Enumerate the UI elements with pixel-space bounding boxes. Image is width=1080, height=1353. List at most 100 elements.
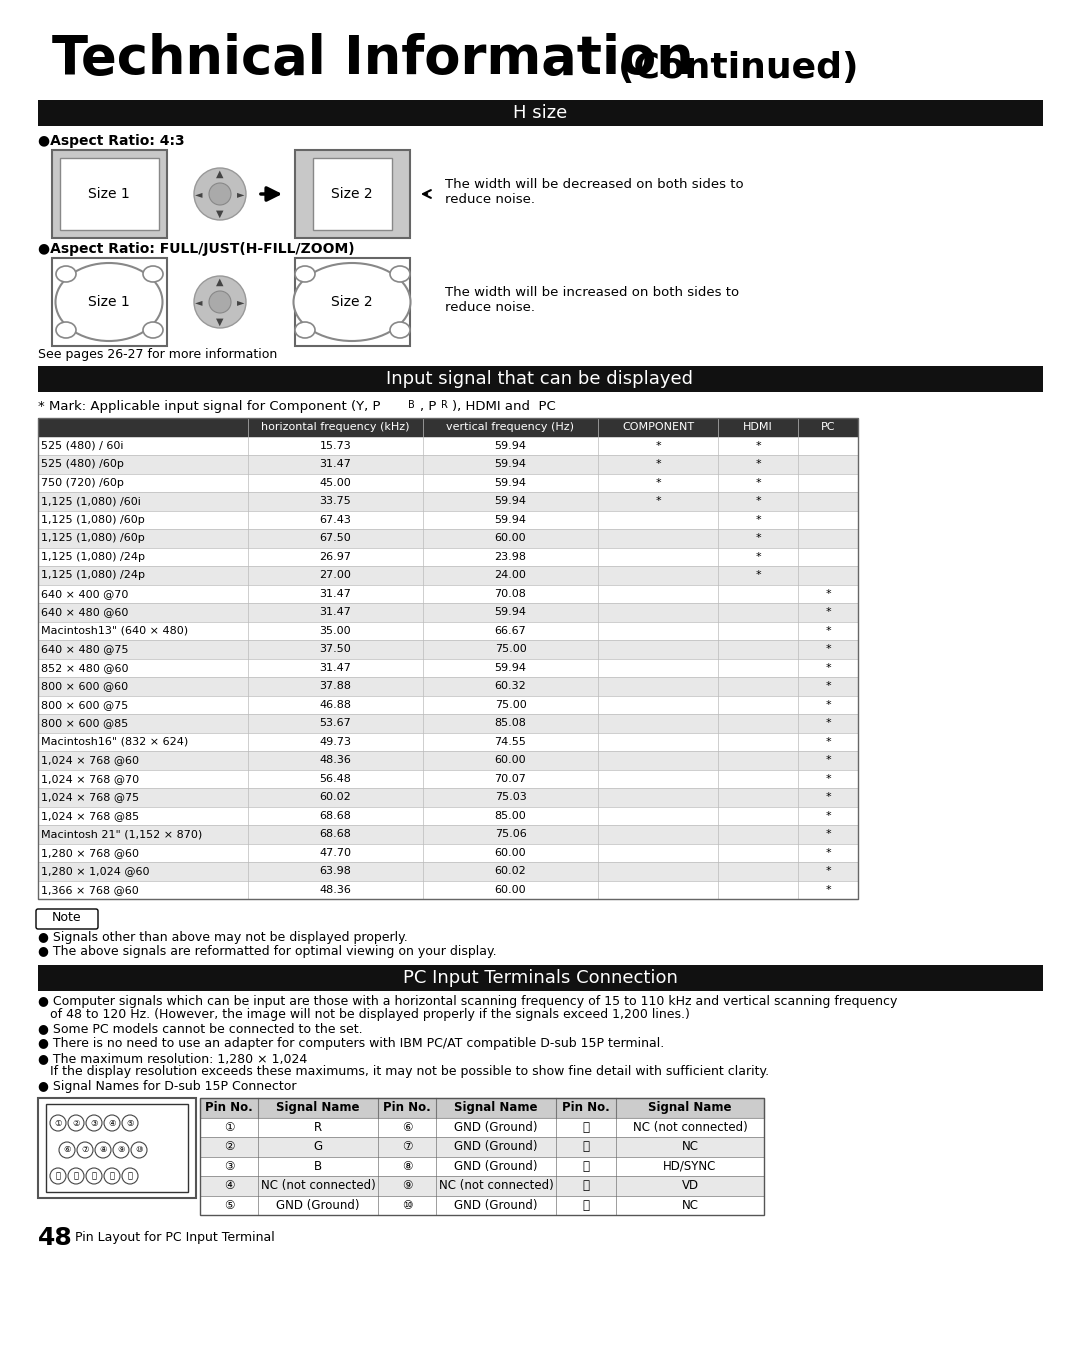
Circle shape: [95, 1142, 111, 1158]
Text: 1,125 (1,080) /60p: 1,125 (1,080) /60p: [41, 514, 145, 525]
Text: 525 (480) / 60i: 525 (480) / 60i: [41, 441, 123, 451]
Text: ⑤: ⑤: [126, 1119, 134, 1127]
Ellipse shape: [56, 322, 76, 338]
Text: 56.48: 56.48: [320, 774, 351, 783]
Text: G: G: [313, 1141, 323, 1153]
Text: 60.02: 60.02: [495, 866, 526, 877]
Circle shape: [86, 1168, 102, 1184]
Circle shape: [194, 168, 246, 221]
Circle shape: [104, 1168, 120, 1184]
Ellipse shape: [295, 267, 315, 281]
Text: ▼: ▼: [216, 208, 224, 219]
Text: 27.00: 27.00: [320, 570, 351, 580]
Text: See pages 26-27 for more information: See pages 26-27 for more information: [38, 348, 278, 361]
Bar: [200, 1099, 764, 1215]
Text: 74.55: 74.55: [495, 737, 526, 747]
Text: ⑫: ⑫: [73, 1172, 79, 1181]
Text: 60.32: 60.32: [495, 682, 526, 691]
Bar: [38, 584, 858, 603]
Text: 33.75: 33.75: [320, 497, 351, 506]
Circle shape: [50, 1115, 66, 1131]
Text: 640 × 400 @70: 640 × 400 @70: [41, 589, 129, 599]
Bar: [38, 881, 858, 898]
Text: 852 × 480 @60: 852 × 480 @60: [41, 663, 129, 672]
Ellipse shape: [56, 267, 76, 281]
Text: *: *: [656, 459, 661, 469]
Text: 59.94: 59.94: [495, 441, 527, 451]
Text: *: *: [825, 866, 831, 877]
Text: Macintosh 21" (1,152 × 870): Macintosh 21" (1,152 × 870): [41, 829, 202, 839]
Text: Pin Layout for PC Input Terminal: Pin Layout for PC Input Terminal: [75, 1231, 274, 1245]
Text: Technical Information: Technical Information: [52, 32, 693, 85]
Text: 49.73: 49.73: [320, 737, 351, 747]
Text: GND (Ground): GND (Ground): [455, 1120, 538, 1134]
Text: ⑩: ⑩: [135, 1146, 143, 1154]
Text: ● Some PC models cannot be connected to the set.: ● Some PC models cannot be connected to …: [38, 1022, 363, 1035]
Bar: [38, 787, 858, 806]
Text: ● Signal Names for D-sub 15P Connector: ● Signal Names for D-sub 15P Connector: [38, 1080, 297, 1093]
Bar: [38, 510, 858, 529]
Text: ④: ④: [224, 1180, 234, 1192]
Text: 63.98: 63.98: [320, 866, 351, 877]
Text: 37.50: 37.50: [320, 644, 351, 655]
Bar: [38, 418, 858, 898]
Text: *: *: [825, 607, 831, 617]
Text: ⑪: ⑪: [55, 1172, 60, 1181]
Bar: [38, 770, 858, 787]
Bar: [38, 825, 858, 843]
Text: 640 × 480 @75: 640 × 480 @75: [41, 644, 129, 655]
Bar: [46, 1104, 188, 1192]
Text: ►: ►: [238, 189, 245, 199]
Bar: [38, 529, 858, 548]
Text: *: *: [825, 625, 831, 636]
Text: 35.00: 35.00: [320, 625, 351, 636]
Text: GND (Ground): GND (Ground): [276, 1199, 360, 1212]
Text: ③: ③: [91, 1119, 98, 1127]
Text: Signal Name: Signal Name: [455, 1101, 538, 1115]
Text: B: B: [408, 400, 415, 410]
Text: horizontal frequency (kHz): horizontal frequency (kHz): [261, 422, 409, 432]
Text: , P: , P: [420, 400, 436, 413]
Text: *: *: [755, 552, 760, 561]
Text: ②: ②: [72, 1119, 80, 1127]
Text: 85.00: 85.00: [495, 810, 526, 821]
Bar: [38, 437, 858, 455]
Bar: [38, 862, 858, 881]
Circle shape: [122, 1115, 138, 1131]
Text: 750 (720) /60p: 750 (720) /60p: [41, 478, 124, 487]
Text: (Continued): (Continued): [618, 51, 860, 85]
Text: 15.73: 15.73: [320, 441, 351, 451]
Circle shape: [50, 1168, 66, 1184]
Bar: [200, 1157, 764, 1176]
Text: ⑬: ⑬: [92, 1172, 96, 1181]
Bar: [38, 732, 858, 751]
Bar: [38, 100, 1043, 126]
Text: *: *: [825, 848, 831, 858]
Text: *: *: [825, 755, 831, 766]
Text: *: *: [755, 497, 760, 506]
Text: ④: ④: [108, 1119, 116, 1127]
Bar: [38, 695, 858, 714]
Text: Size 2: Size 2: [332, 295, 373, 308]
Bar: [38, 1099, 195, 1197]
Text: 1,125 (1,080) /24p: 1,125 (1,080) /24p: [41, 570, 145, 580]
Text: GND (Ground): GND (Ground): [455, 1141, 538, 1153]
Circle shape: [210, 183, 231, 206]
Circle shape: [68, 1115, 84, 1131]
Text: ①: ①: [54, 1119, 62, 1127]
Text: ●Aspect Ratio: 4:3: ●Aspect Ratio: 4:3: [38, 134, 185, 147]
Text: *: *: [825, 682, 831, 691]
Text: GND (Ground): GND (Ground): [455, 1199, 538, 1212]
Text: *: *: [825, 663, 831, 672]
Bar: [38, 751, 858, 770]
Text: 75.00: 75.00: [495, 700, 526, 710]
Text: *: *: [755, 570, 760, 580]
Circle shape: [59, 1142, 75, 1158]
Text: Size 2: Size 2: [332, 187, 373, 202]
Text: ⑧: ⑧: [99, 1146, 107, 1154]
Text: *: *: [825, 793, 831, 802]
Text: *: *: [825, 737, 831, 747]
Text: *: *: [825, 589, 831, 599]
Ellipse shape: [143, 322, 163, 338]
Text: 24.00: 24.00: [495, 570, 526, 580]
